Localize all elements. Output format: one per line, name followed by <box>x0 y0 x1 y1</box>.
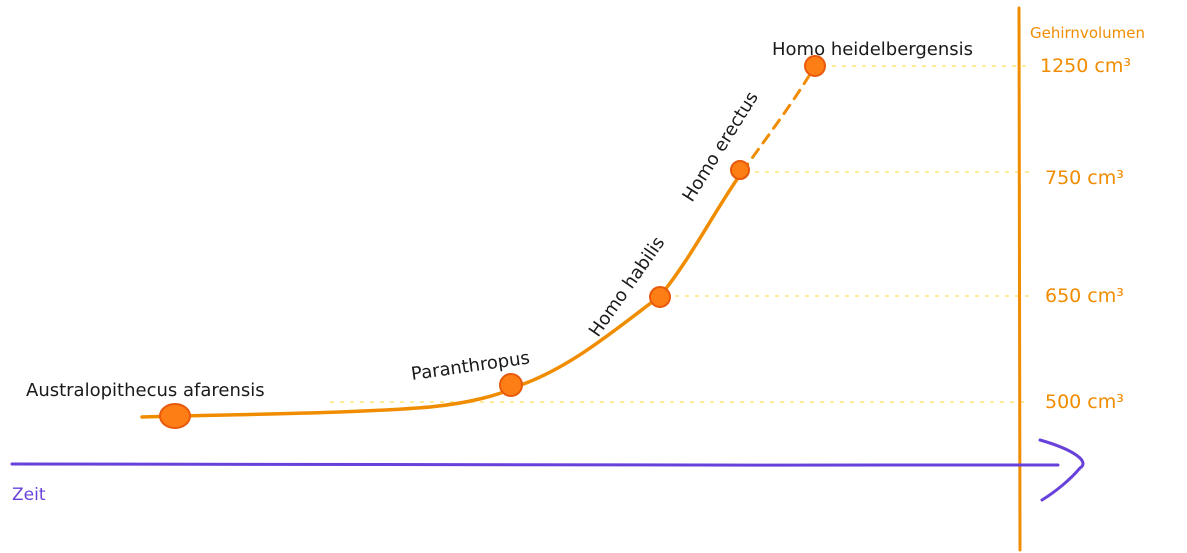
point-homo-heidelbergensis <box>804 55 826 77</box>
y-axis-label: Gehirnvolumen <box>1030 24 1145 42</box>
label-homo-heidelbergensis: Homo heidelbergensis <box>772 39 973 60</box>
tick-label-1250: 1250 cm³ <box>1040 55 1131 77</box>
brain-volume-curve-dashed <box>740 64 817 174</box>
tick-label-500: 500 cm³ <box>1045 391 1124 413</box>
point-paranthropus <box>499 373 523 397</box>
time-axis <box>10 462 1060 467</box>
point-homo-habilis <box>649 286 671 308</box>
volume-axis <box>1017 6 1022 552</box>
point-australopithecus-afarensis <box>159 403 191 429</box>
tick-label-750: 750 cm³ <box>1045 167 1124 189</box>
species-points <box>159 55 826 429</box>
x-axis-label: Zeit <box>12 485 46 505</box>
label-australopithecus-afarensis: Australopithecus afarensis <box>26 380 265 401</box>
tick-label-650: 650 cm³ <box>1045 285 1124 307</box>
time-axis-arrowhead <box>1038 438 1085 502</box>
label-homo-erectus: Homo erectus <box>678 88 762 206</box>
volume-guides <box>330 65 1030 403</box>
point-homo-erectus <box>730 160 750 180</box>
